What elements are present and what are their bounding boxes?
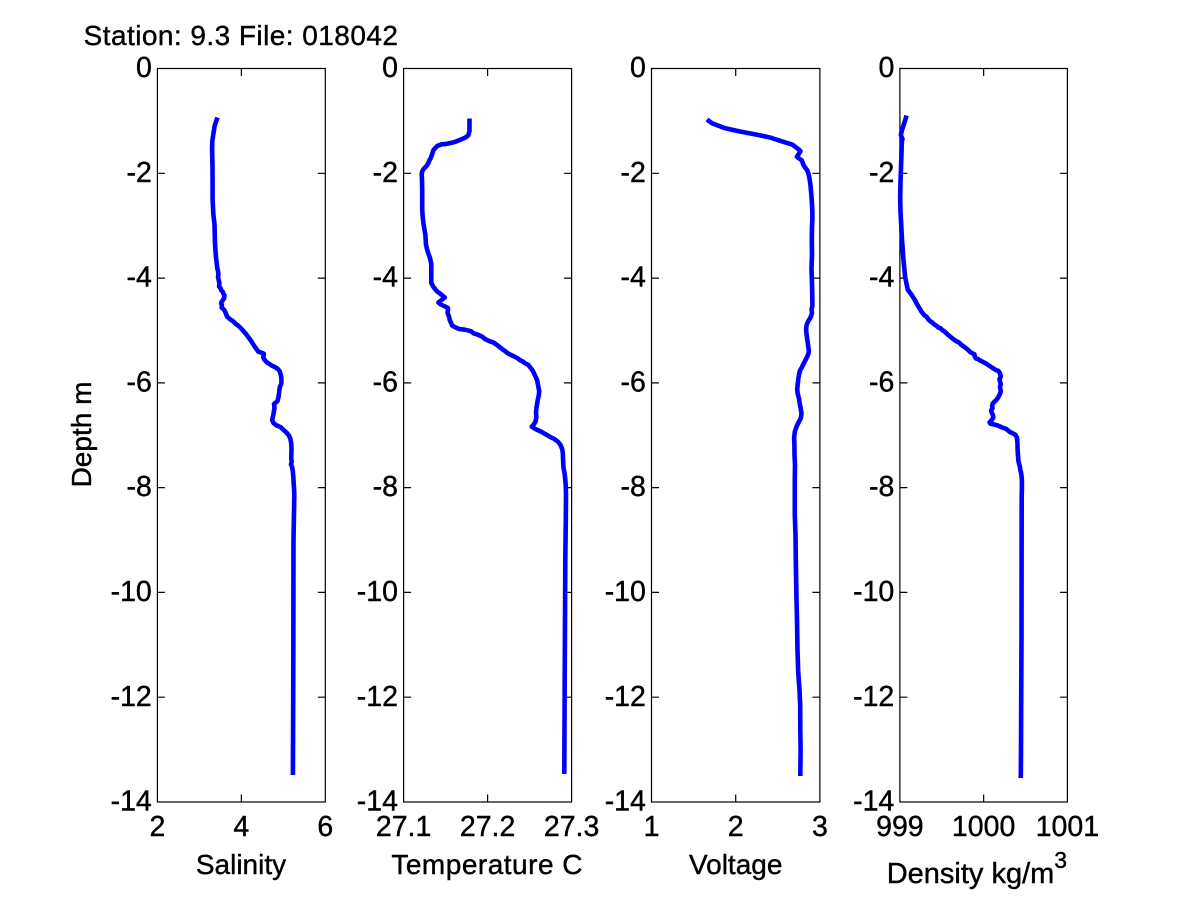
svg-text:-12: -12 xyxy=(605,681,646,713)
svg-text:27.2: 27.2 xyxy=(460,811,515,843)
svg-text:-10: -10 xyxy=(853,576,894,608)
svg-text:-6: -6 xyxy=(869,367,894,399)
svg-text:-2: -2 xyxy=(126,157,151,189)
svg-text:-10: -10 xyxy=(605,576,646,608)
svg-text:-8: -8 xyxy=(126,471,151,503)
svg-text:-14: -14 xyxy=(111,786,152,818)
svg-text:-10: -10 xyxy=(111,576,152,608)
svg-text:-10: -10 xyxy=(357,576,398,608)
svg-text:-6: -6 xyxy=(621,367,646,399)
svg-text:4: 4 xyxy=(233,811,249,843)
svg-text:-2: -2 xyxy=(621,157,646,189)
svg-text:Depth m: Depth m xyxy=(66,382,97,488)
svg-text:-14: -14 xyxy=(853,786,894,818)
svg-text:2: 2 xyxy=(728,811,744,843)
svg-text:-4: -4 xyxy=(126,262,151,294)
svg-text:-8: -8 xyxy=(621,471,646,503)
svg-text:-14: -14 xyxy=(357,786,398,818)
svg-text:-12: -12 xyxy=(357,681,398,713)
svg-text:0: 0 xyxy=(382,52,398,84)
svg-text:999: 999 xyxy=(876,811,924,843)
svg-text:2: 2 xyxy=(149,811,165,843)
svg-text:-14: -14 xyxy=(605,786,646,818)
svg-text:6: 6 xyxy=(317,811,333,843)
svg-text:-8: -8 xyxy=(373,471,398,503)
svg-text:-2: -2 xyxy=(373,157,398,189)
svg-text:-6: -6 xyxy=(126,367,151,399)
svg-text:Voltage: Voltage xyxy=(689,849,782,880)
svg-text:-8: -8 xyxy=(869,471,894,503)
svg-text:-4: -4 xyxy=(869,262,894,294)
svg-text:27.1: 27.1 xyxy=(376,811,431,843)
svg-text:1001: 1001 xyxy=(1036,811,1099,843)
svg-text:3: 3 xyxy=(812,811,828,843)
svg-text:Station: 9.3 File: 018042: Station: 9.3 File: 018042 xyxy=(84,20,399,51)
svg-text:-12: -12 xyxy=(853,681,894,713)
svg-text:0: 0 xyxy=(630,52,646,84)
svg-text:Temperature C: Temperature C xyxy=(391,849,583,880)
svg-text:1: 1 xyxy=(644,811,660,843)
svg-text:-2: -2 xyxy=(869,157,894,189)
svg-text:-4: -4 xyxy=(373,262,398,294)
svg-text:1000: 1000 xyxy=(952,811,1015,843)
svg-text:-4: -4 xyxy=(621,262,646,294)
svg-text:0: 0 xyxy=(878,52,894,84)
svg-text:Salinity: Salinity xyxy=(196,849,286,880)
svg-text:-6: -6 xyxy=(373,367,398,399)
svg-text:0: 0 xyxy=(136,52,152,84)
svg-text:-12: -12 xyxy=(111,681,152,713)
svg-text:27.3: 27.3 xyxy=(544,811,599,843)
